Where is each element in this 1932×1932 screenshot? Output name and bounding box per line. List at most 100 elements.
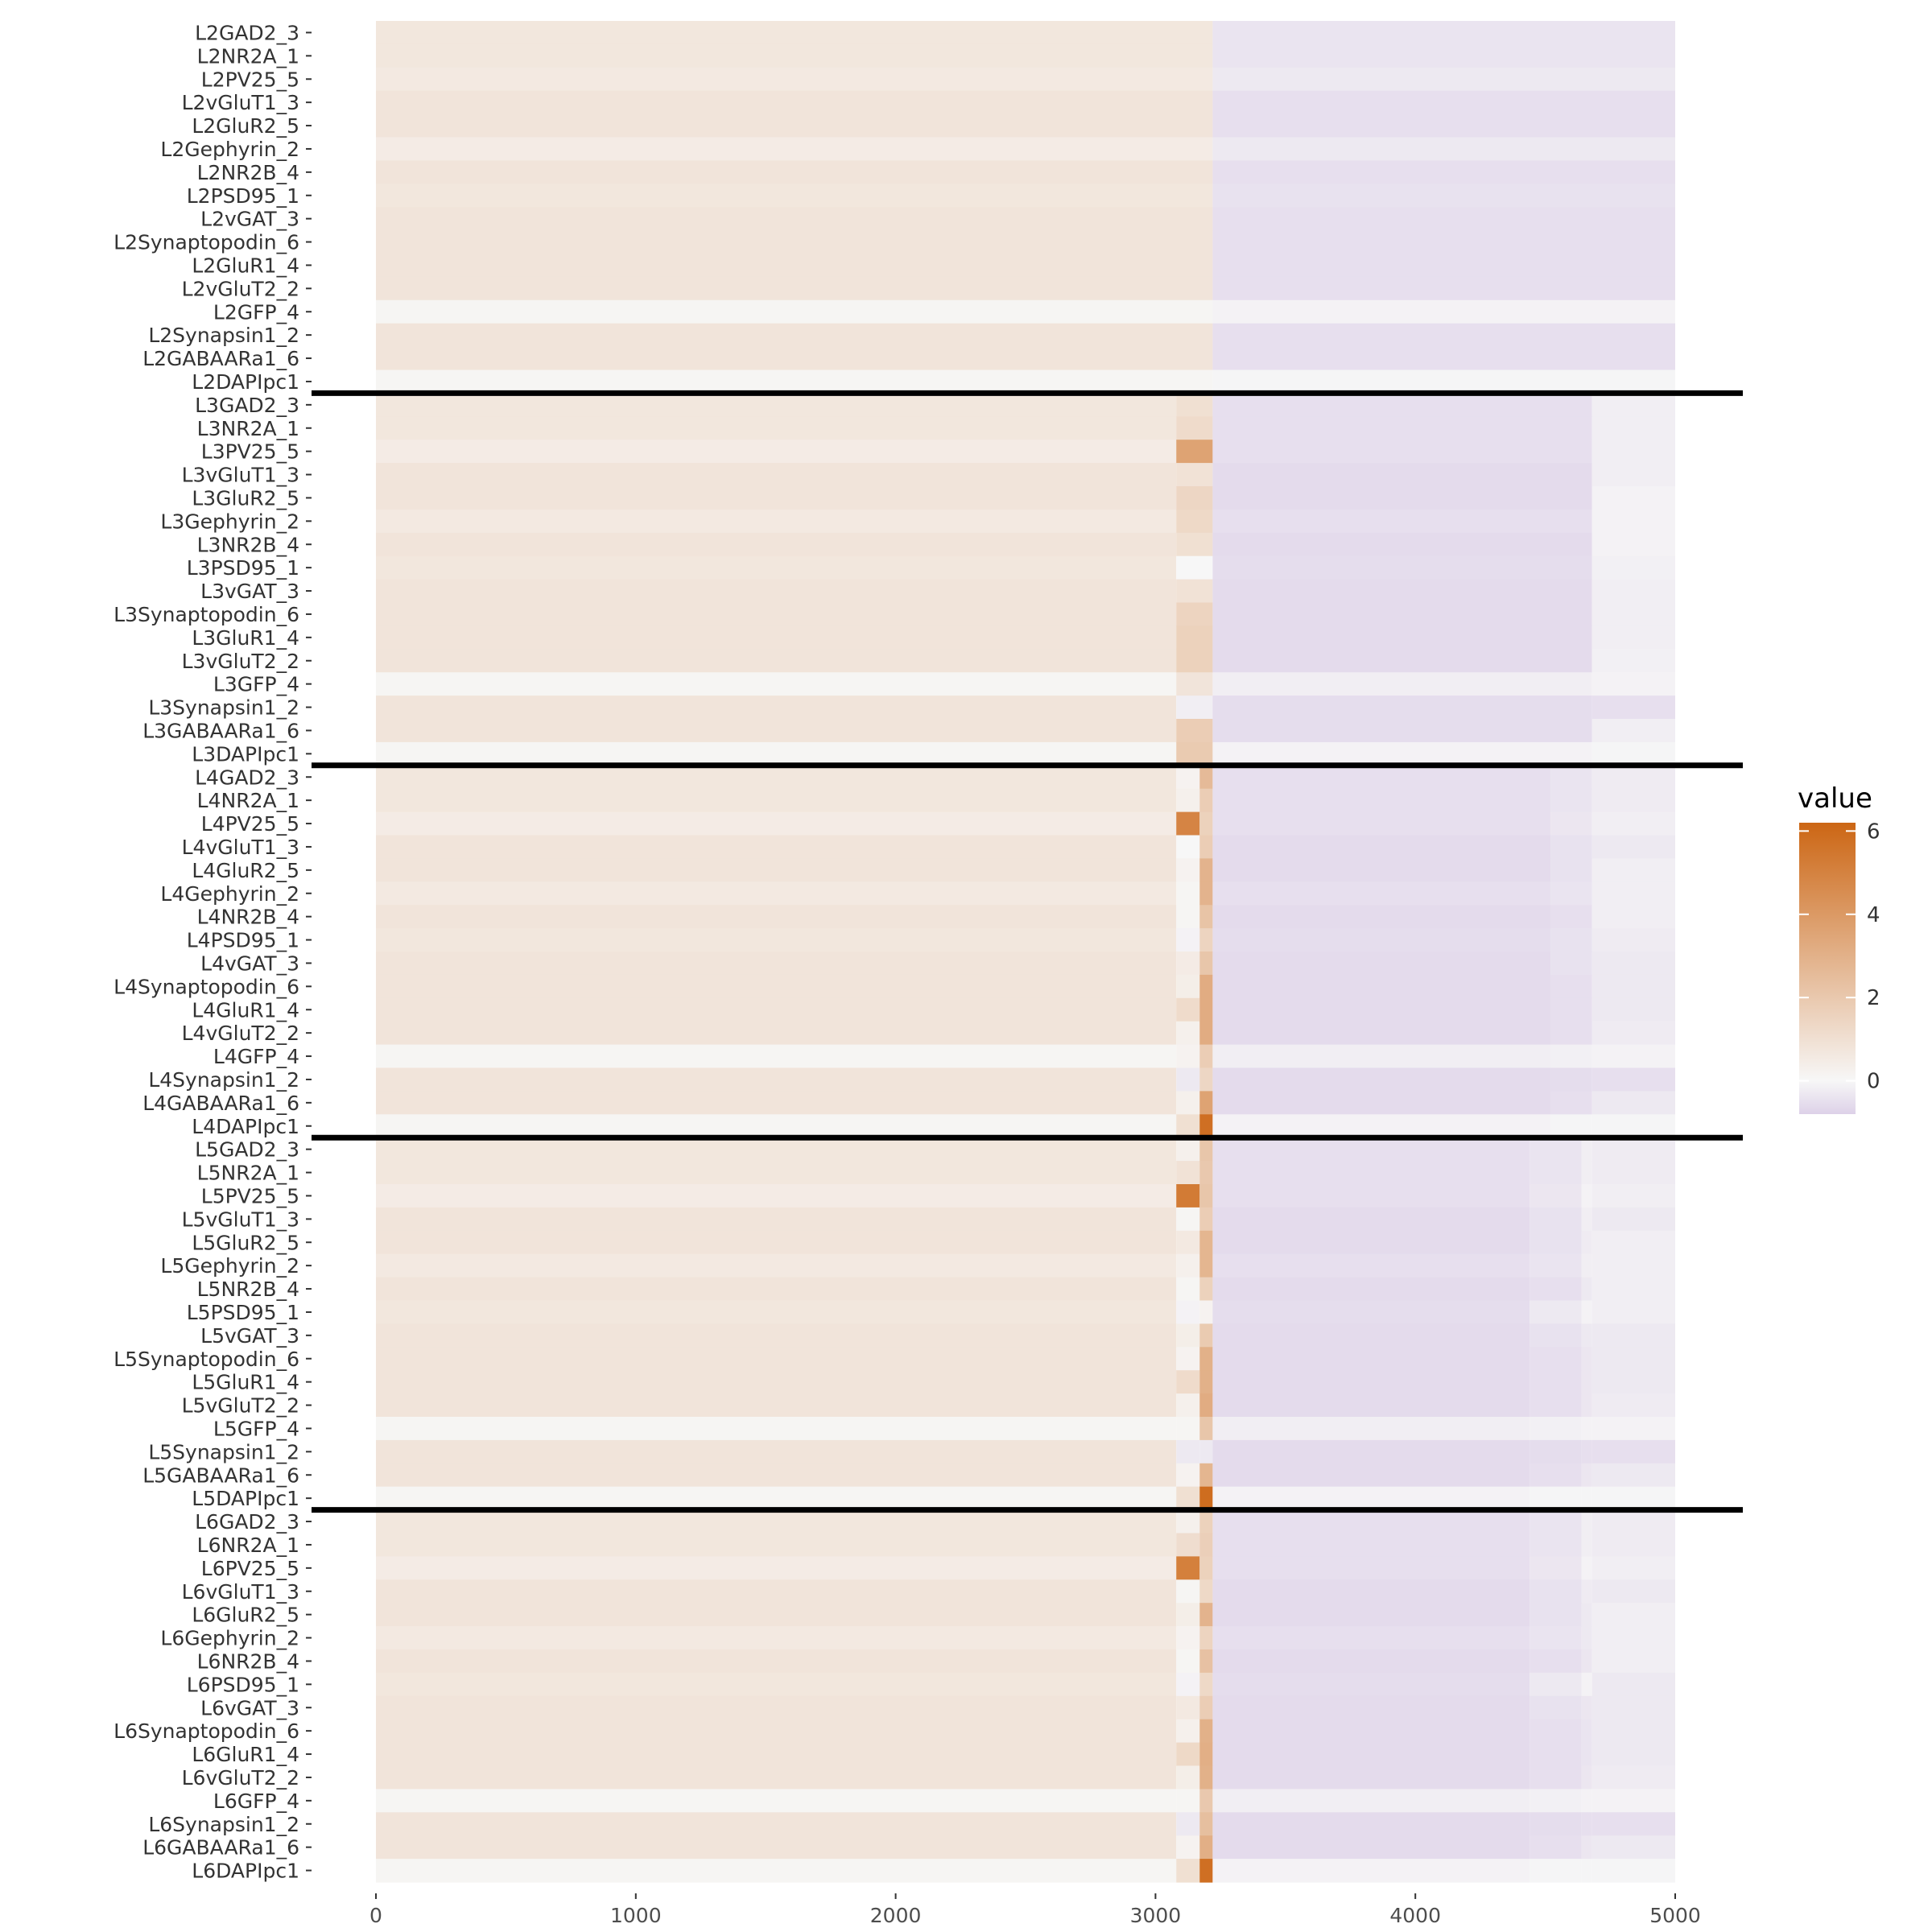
heatmap-cell xyxy=(1530,1207,1582,1232)
heatmap-cell xyxy=(1591,416,1675,440)
heatmap-cell xyxy=(1199,1579,1213,1604)
heatmap-cell xyxy=(1530,1672,1582,1697)
heatmap-cell xyxy=(1212,440,1592,464)
heatmap-cell xyxy=(376,905,1177,929)
x-tick-label: 5000 xyxy=(1649,1904,1701,1927)
heatmap-cell xyxy=(1212,463,1592,487)
heatmap-cell xyxy=(1530,1253,1582,1278)
x-tick-label: 0 xyxy=(369,1904,382,1927)
heatmap-cell xyxy=(1212,1044,1551,1069)
heatmap-cell xyxy=(1550,858,1592,882)
heatmap-cell xyxy=(1581,1463,1592,1488)
y-tick-label: L3Synapsin1_2 xyxy=(148,696,299,720)
heatmap-cell xyxy=(1199,1626,1213,1650)
heatmap-cell xyxy=(1212,1161,1530,1185)
heatmap-cell xyxy=(1199,1556,1213,1580)
y-tick-label: L4vGAT_3 xyxy=(200,952,299,975)
heatmap-cell xyxy=(376,1137,1177,1162)
heatmap-cell xyxy=(1591,1021,1675,1046)
heatmap-cell xyxy=(1530,1742,1582,1767)
heatmap-cell xyxy=(1530,1533,1582,1557)
heatmap-cell xyxy=(1212,1533,1530,1557)
y-tick-label: L3GAD2_3 xyxy=(195,394,299,417)
heatmap-cell xyxy=(1176,765,1200,790)
heatmap-cell xyxy=(1199,1207,1213,1232)
heatmap-cell xyxy=(1581,1161,1592,1185)
y-tick-label: L4PV25_5 xyxy=(201,812,299,836)
heatmap-cell xyxy=(1591,555,1675,580)
heatmap-cell xyxy=(376,741,1177,766)
heatmap-cell xyxy=(1176,1649,1200,1674)
heatmap-cell xyxy=(376,1207,1177,1232)
heatmap-cell xyxy=(376,1812,1177,1836)
heatmap-cell xyxy=(1176,997,1200,1022)
heatmap-cell xyxy=(1550,835,1592,859)
y-tick-label: L2GluR2_5 xyxy=(192,114,299,138)
heatmap-cell xyxy=(1591,532,1675,557)
heatmap-cell xyxy=(1591,1230,1675,1255)
heatmap-cell xyxy=(376,346,1213,371)
y-tick-label: L2GFP_4 xyxy=(213,300,299,324)
legend-tick-label: 4 xyxy=(1867,903,1880,927)
heatmap-cell xyxy=(1199,1230,1213,1255)
heatmap-cell xyxy=(376,696,1177,720)
heatmap-cell xyxy=(1199,1184,1213,1208)
heatmap-cell xyxy=(1199,1789,1213,1813)
heatmap-cell xyxy=(376,1835,1177,1860)
heatmap-cell xyxy=(1591,463,1675,487)
y-tick-label: L2Gephyrin_2 xyxy=(160,138,299,161)
heatmap-cell xyxy=(1199,1463,1213,1488)
heatmap-cell xyxy=(1550,881,1592,906)
heatmap-cell xyxy=(1530,1161,1582,1185)
heatmap-cell xyxy=(1530,1463,1582,1488)
heatmap-cell xyxy=(1199,765,1213,790)
heatmap-cell xyxy=(1176,741,1213,766)
y-tick-label: L2vGluT1_3 xyxy=(182,91,299,114)
heatmap-cell xyxy=(1199,1370,1213,1394)
heatmap-cell xyxy=(1212,114,1675,138)
heatmap-cell xyxy=(1199,1719,1213,1744)
y-tick-label: L3vGluT1_3 xyxy=(182,464,299,487)
heatmap-cell xyxy=(1212,1137,1530,1162)
heatmap-cell xyxy=(376,1509,1177,1534)
heatmap-cell xyxy=(1176,858,1200,882)
heatmap-cell xyxy=(376,1370,1177,1394)
heatmap-cell xyxy=(1591,1370,1675,1394)
heatmap-cell xyxy=(1176,1300,1200,1324)
y-tick-label: L3PSD95_1 xyxy=(187,556,299,580)
heatmap-cell xyxy=(1199,1533,1213,1557)
heatmap-cell xyxy=(1176,486,1213,510)
heatmap-cell xyxy=(1212,649,1592,673)
heatmap-cell xyxy=(1199,928,1213,952)
heatmap-cell xyxy=(1591,1859,1675,1883)
heatmap-cell xyxy=(1591,1417,1675,1441)
heatmap-cell xyxy=(1530,1719,1582,1744)
heatmap-cell xyxy=(1591,1161,1675,1185)
y-tick-label: L6GAD2_3 xyxy=(195,1510,299,1534)
heatmap-cell xyxy=(1591,1253,1675,1278)
heatmap-cell xyxy=(1212,1091,1551,1115)
heatmap-cell xyxy=(1591,1556,1675,1580)
heatmap-cell xyxy=(376,393,1177,417)
y-tick-label: L3GluR1_4 xyxy=(192,626,299,650)
heatmap-cell xyxy=(376,1091,1177,1115)
y-tick-label: L2GABAARa1_6 xyxy=(142,347,299,370)
heatmap-cell xyxy=(1591,1695,1675,1720)
x-tick-label: 2000 xyxy=(870,1904,922,1927)
y-tick-label: L3DAPIpc1 xyxy=(192,742,299,766)
heatmap-cell xyxy=(376,881,1177,906)
heatmap-cell xyxy=(1176,1277,1200,1302)
heatmap-cell xyxy=(1591,509,1675,534)
heatmap-cell xyxy=(376,1486,1177,1511)
heatmap-cell xyxy=(376,486,1177,510)
heatmap-cell xyxy=(1591,1486,1675,1511)
heatmap-cell xyxy=(1581,1184,1592,1208)
heatmap-cell xyxy=(1199,1067,1213,1092)
heatmap-cell xyxy=(1199,1114,1213,1138)
heatmap-cell xyxy=(1212,1556,1530,1580)
heatmap-cell xyxy=(376,137,1213,161)
heatmap-cell xyxy=(1591,881,1675,906)
y-tick-label: L5vGAT_3 xyxy=(200,1324,299,1348)
heatmap-cell xyxy=(1199,1695,1213,1720)
heatmap-cell xyxy=(1212,21,1675,45)
